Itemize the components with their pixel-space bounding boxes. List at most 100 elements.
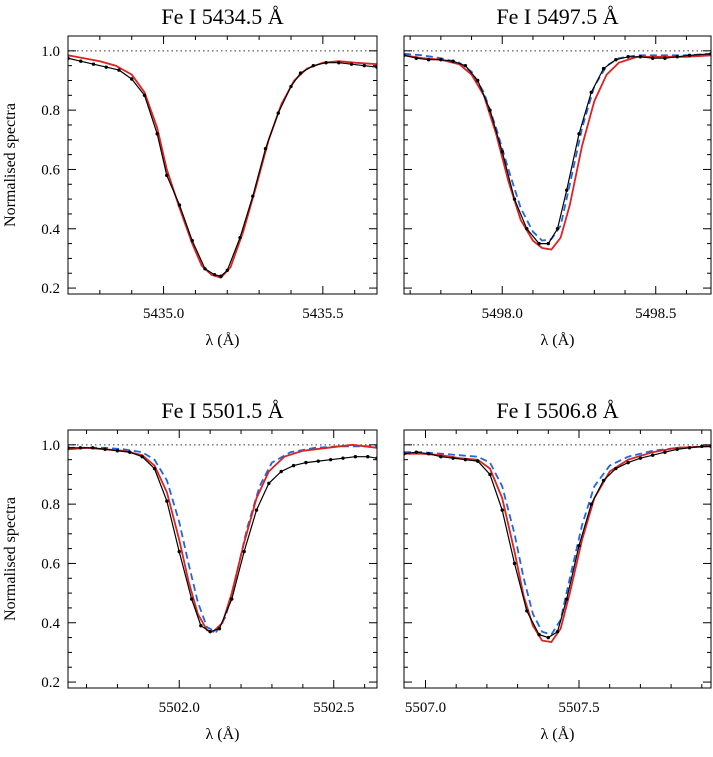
data-point [199,624,203,628]
data-point [79,59,83,63]
data-point [451,456,455,460]
data-point [263,146,268,151]
data-point [525,227,529,231]
data-point [614,58,618,62]
data-point [242,549,246,554]
x-axis-label: λ (Å) [206,725,240,743]
data-point [512,197,517,201]
data-point [500,508,504,512]
y-tick-label: 0.4 [41,222,60,238]
data-point [650,56,655,60]
data-point [353,454,358,459]
panel-1: 0.2 0.4 0.6 0.8 1.0 5435.0 5435.5 Fe I 5434.5 Å… [2,4,378,349]
series-line-observed [404,445,711,639]
data-point [512,561,517,566]
data-point [78,446,83,450]
data-point [219,274,223,278]
x-tick-label: 5435.5 [302,306,343,322]
y-tick-label: 0.2 [41,675,60,691]
panel-title: Fe I 5434.5 Å [161,4,283,29]
data-point [291,463,296,468]
series-line-model [404,54,711,251]
data-point [311,63,315,68]
data-point [165,499,169,503]
data-point [555,629,560,634]
data-point [565,597,569,601]
plot-frame [67,35,378,295]
data-point [289,84,293,89]
data-point [555,227,560,231]
data-point [601,66,606,71]
y-tick-label: 0.4 [41,616,60,632]
data-point [700,444,704,449]
data-point [589,90,593,95]
y-tick-label: 0.2 [41,281,60,297]
series-line-observed [68,57,377,277]
series-line-observed [404,53,711,245]
data-point [687,446,692,450]
y-tick-label: 0.6 [41,556,60,572]
x-tick-label: 5507.5 [558,700,599,716]
plot-frame [403,35,712,295]
data-point [614,466,618,471]
data-point [324,60,328,65]
data-point [475,459,480,463]
y-tick-label: 0.6 [41,162,60,178]
series-line-model [68,54,377,279]
series-line-model [68,443,377,633]
data-point [251,194,255,198]
plot-frame [67,429,378,689]
y-tick-label: 1.0 [41,438,60,454]
data-point [525,609,529,613]
data-point [238,235,242,240]
series-line-model-dashed [68,445,377,633]
data-point [142,93,147,98]
data-point [316,459,320,463]
data-point [675,55,679,59]
data-point [488,472,492,477]
data-point [626,460,630,465]
data-point [414,450,418,454]
data-point [366,454,370,459]
data-point [254,508,259,512]
data-point [426,58,431,62]
data-point [104,65,108,69]
data-point [203,267,207,271]
data-point [115,449,120,453]
x-axis-label: λ (Å) [541,725,575,743]
data-point [362,63,366,68]
data-point [130,77,134,81]
panel-3: 0.2 0.4 0.6 0.8 1.0 5502.0 5502.5 Fe I 5501.5 Å… [2,398,378,743]
y-axis-label: Normalised spectra [2,497,19,621]
y-tick-label: 1.0 [41,44,60,60]
data-point [337,60,341,65]
data-point [267,481,271,486]
data-point [577,543,581,548]
data-point [638,456,643,460]
data-point [463,457,468,462]
x-axis-label: λ (Å) [541,331,575,349]
panel-title: Fe I 5506.8 Å [496,398,618,423]
x-tick-label: 5502.5 [313,700,354,716]
data-point [341,456,345,460]
data-point [439,454,443,459]
data-point [675,447,679,451]
series-line-observed [68,447,377,633]
data-point [217,626,222,631]
series-line-model-dashed [404,445,711,636]
panel-title: Fe I 5497.5 Å [496,4,618,29]
data-point [638,55,643,59]
x-tick-label: 5435.0 [143,306,184,322]
data-point [687,53,692,57]
data-point [663,56,667,60]
data-point [103,447,107,451]
data-point [414,56,418,60]
data-point [189,597,194,601]
data-point [546,241,550,246]
data-point [650,453,655,457]
data-point [91,446,95,450]
series-line-model [404,445,711,643]
data-point [155,132,159,136]
data-point [601,478,606,483]
